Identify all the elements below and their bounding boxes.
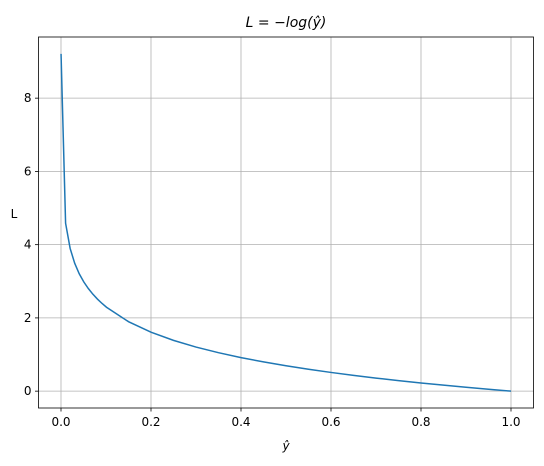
x-tick-label: 0.0 (51, 415, 70, 429)
y-tick-label: 6 (24, 164, 32, 178)
y-axis-label: L (11, 207, 18, 221)
y-tick-label: 8 (24, 91, 32, 105)
y-tick-label: 2 (24, 311, 32, 325)
y-tick-label: 0 (24, 384, 32, 398)
x-tick-label: 0.8 (411, 415, 430, 429)
x-tick-label: 1.0 (501, 415, 520, 429)
chart-title: L = −log(ŷ) (246, 15, 327, 31)
x-tick-label: 0.6 (321, 415, 340, 429)
x-tick-label: 0.4 (231, 415, 250, 429)
line-series (60, 53, 512, 392)
plot-frame (38, 36, 534, 409)
x-tick-label: 0.2 (141, 415, 160, 429)
y-tick-label: 4 (24, 238, 32, 252)
x-axis-label: ŷ (281, 439, 290, 453)
